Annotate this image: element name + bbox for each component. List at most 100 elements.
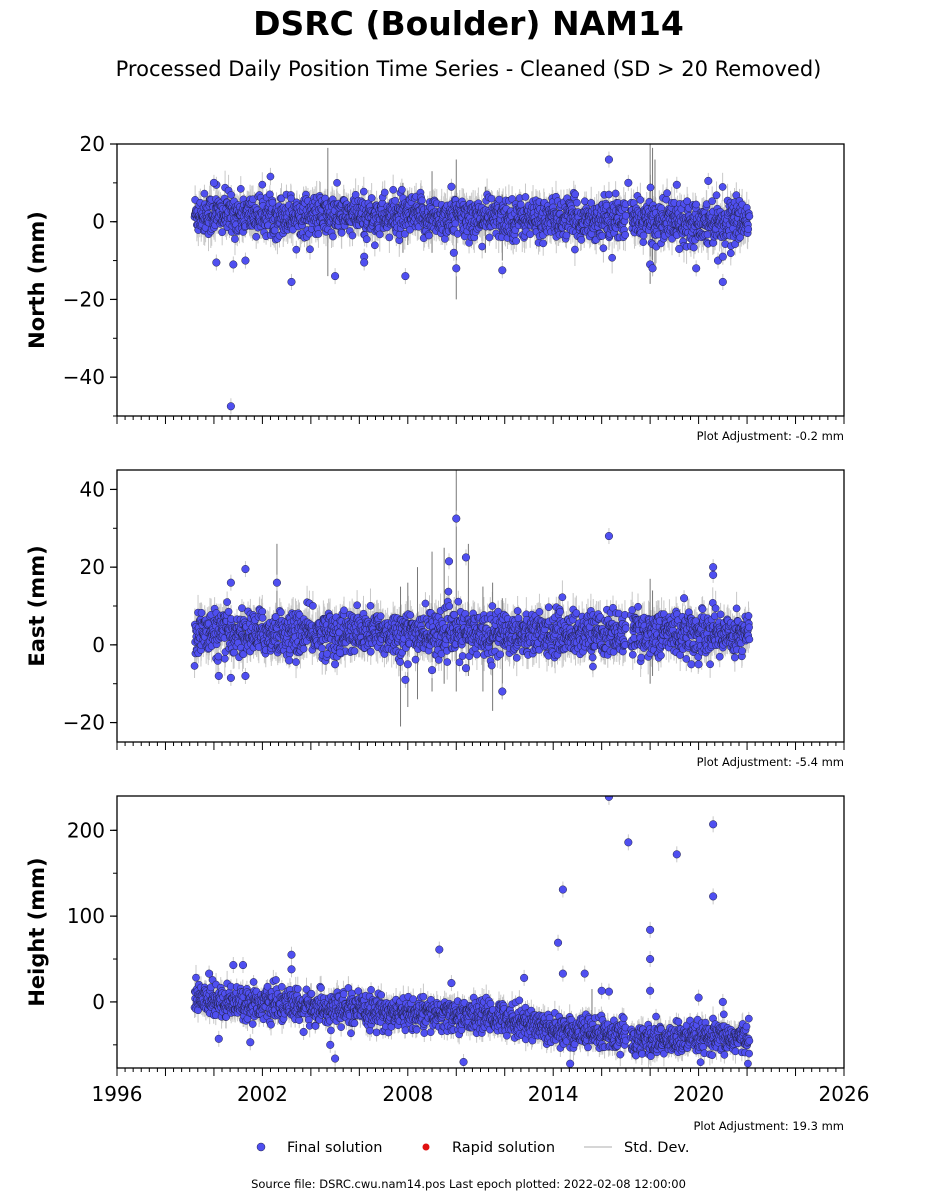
outlier-point — [360, 258, 369, 267]
y-tick-label: −20 — [63, 287, 105, 311]
outlier-point — [604, 155, 613, 164]
data-point — [636, 196, 645, 204]
outlier-point — [624, 178, 633, 187]
std-dev-bars — [194, 470, 750, 727]
outlier-point — [672, 180, 681, 189]
y-tick-label: −40 — [63, 365, 105, 389]
outlier-point — [401, 272, 410, 281]
outlier-point — [287, 277, 296, 286]
data-point — [646, 183, 655, 192]
outlier-point — [212, 258, 221, 267]
data-point — [314, 230, 323, 238]
data-point — [573, 198, 581, 207]
data-point — [744, 225, 753, 233]
data-point — [598, 232, 607, 240]
data-point — [252, 232, 261, 241]
data-point — [292, 245, 301, 254]
data-point — [487, 194, 496, 203]
data-point — [389, 185, 398, 194]
data-point — [400, 230, 409, 238]
outlier-point — [226, 402, 235, 411]
data-point — [512, 237, 521, 245]
outlier-point — [675, 244, 684, 253]
data-point — [708, 197, 717, 205]
std-dev-bars — [194, 144, 750, 415]
outlier-point — [331, 272, 340, 281]
outlier-point — [648, 264, 657, 273]
data-point — [329, 232, 337, 241]
data-point — [268, 198, 277, 207]
outlier-point — [229, 260, 238, 269]
data-point — [391, 196, 400, 205]
data-point — [451, 219, 460, 228]
data-point — [425, 231, 433, 240]
data-point — [690, 243, 698, 252]
data-point — [370, 241, 379, 250]
panel-0-points — [190, 144, 754, 415]
data-point — [539, 239, 548, 248]
data-point — [639, 238, 648, 247]
data-point — [745, 212, 754, 221]
data-point — [526, 230, 534, 239]
data-point — [337, 228, 346, 237]
data-point — [380, 188, 389, 197]
data-point — [577, 235, 586, 244]
data-point — [236, 185, 245, 193]
data-point — [398, 185, 406, 194]
data-point — [478, 242, 486, 251]
data-point — [692, 200, 701, 209]
outlier-point — [718, 277, 727, 286]
data-point — [571, 190, 580, 199]
data-point — [639, 231, 648, 240]
outlier-point — [718, 252, 727, 261]
data-point — [485, 233, 494, 242]
data-point — [587, 199, 596, 207]
data-point — [571, 245, 579, 254]
outlier-point — [692, 264, 701, 273]
panel-0: 20 0 −20 −40 North (mm) Plot Adjustment: -0.2… — [25, 132, 845, 443]
data-point — [726, 249, 735, 258]
data-point — [441, 235, 449, 243]
data-point — [227, 191, 236, 199]
data-point — [359, 187, 368, 196]
data-point — [516, 200, 525, 209]
data-point — [712, 191, 721, 200]
data-point — [453, 230, 462, 238]
outlier-point — [704, 176, 713, 185]
data-point — [385, 233, 394, 242]
data-point — [333, 179, 341, 187]
data-point — [306, 245, 314, 254]
data-point — [266, 172, 275, 181]
outlier-point — [498, 266, 507, 275]
outlier-point — [447, 182, 456, 191]
outlier-point — [241, 256, 250, 265]
data-point — [608, 253, 616, 262]
y-axis-label: North (mm) — [25, 211, 49, 349]
data-point — [218, 228, 227, 237]
data-point — [375, 230, 384, 239]
data-point — [621, 230, 630, 239]
y-tick-label: 20 — [80, 132, 105, 156]
data-point — [718, 183, 727, 191]
data-point — [611, 189, 620, 198]
outlier-point — [452, 264, 461, 273]
plot-adjustment-label: Plot Adjustment: -0.2 mm — [697, 429, 844, 443]
y-tick-label: 0 — [92, 210, 105, 234]
data-point — [367, 194, 376, 202]
data-point — [580, 197, 589, 206]
data-point — [521, 193, 530, 201]
data-point — [605, 190, 613, 199]
data-point — [231, 235, 239, 243]
data-point — [599, 244, 608, 253]
panel-1-points — [190, 470, 754, 727]
data-point — [731, 240, 739, 248]
final-solution-points — [190, 155, 754, 411]
data-point — [348, 231, 357, 240]
chart-title: DSRC (Boulder) NAM14 — [253, 4, 684, 43]
outlier-point — [449, 248, 458, 257]
data-point — [258, 180, 267, 189]
data-point — [287, 194, 295, 203]
data-point — [362, 235, 371, 244]
